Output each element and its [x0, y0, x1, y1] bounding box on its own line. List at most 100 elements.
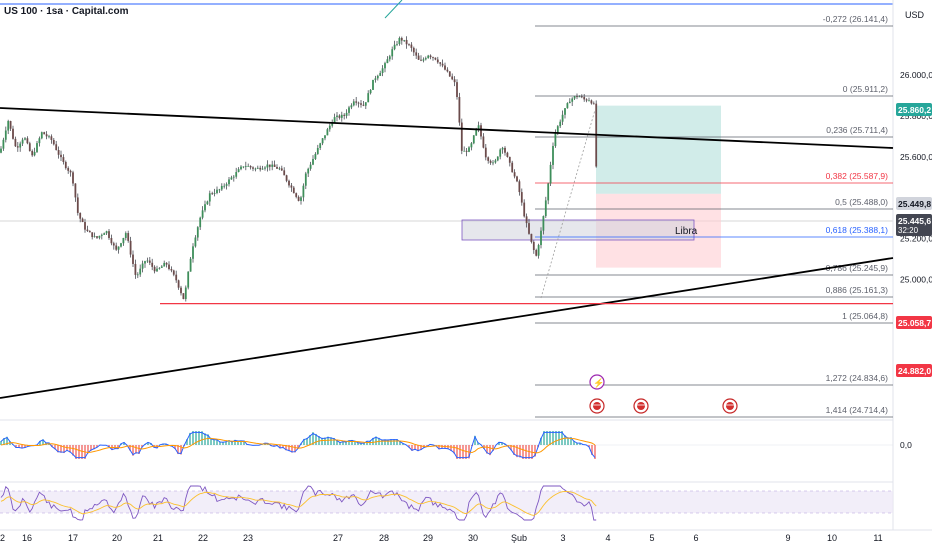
- candle-body: [338, 115, 341, 118]
- macd-histogram-bar: [348, 440, 350, 445]
- candle-body: [237, 169, 240, 173]
- candle-body: [321, 138, 324, 144]
- macd-histogram-bar: [363, 442, 365, 445]
- macd-histogram-bar: [294, 445, 296, 453]
- xaxis-tick-label: 20: [112, 533, 122, 543]
- candle-body: [480, 125, 482, 137]
- macd-histogram-bar: [72, 445, 74, 456]
- candle-body: [2, 139, 5, 149]
- candle-body: [532, 241, 535, 250]
- candle-body: [578, 96, 581, 98]
- ascending-trendline[interactable]: [0, 257, 894, 399]
- xaxis-tick-label: 9: [785, 533, 790, 543]
- candle-body: [93, 236, 96, 238]
- macd-histogram-bar: [219, 441, 221, 445]
- candle-body: [400, 38, 403, 41]
- candle-body: [475, 128, 478, 136]
- range-box[interactable]: [461, 219, 695, 241]
- macd-panel[interactable]: 0,0: [0, 419, 912, 459]
- candle-body: [501, 147, 504, 150]
- descending-trendline[interactable]: [0, 107, 894, 149]
- candle-body: [580, 96, 583, 98]
- macd-histogram-bar: [513, 445, 515, 455]
- candle-body: [300, 197, 302, 201]
- macd-histogram-bar: [342, 441, 344, 445]
- macd-histogram-bar: [282, 445, 284, 448]
- candle-body: [144, 261, 146, 264]
- trendlines[interactable]: [0, 0, 894, 399]
- macd-histogram-bar: [462, 445, 464, 459]
- yaxis-tick-label: 25.000,0: [900, 275, 932, 285]
- macd-histogram-bar: [210, 438, 212, 445]
- macd-histogram-bar: [546, 431, 548, 445]
- macd-histogram-bar: [390, 439, 392, 445]
- macd-histogram-bar: [375, 436, 377, 445]
- candle-body: [57, 149, 60, 155]
- candle-body: [110, 237, 113, 244]
- candle-body: [256, 167, 259, 169]
- candle-body: [331, 123, 334, 126]
- candle-body: [420, 59, 422, 61]
- candle-body: [220, 185, 223, 190]
- candle-body: [235, 172, 238, 177]
- candle-body: [508, 156, 511, 163]
- lightning-event-icon[interactable]: [589, 374, 605, 390]
- macd-histogram-bar: [381, 439, 383, 445]
- candle-body: [568, 101, 571, 104]
- candle-body: [259, 167, 262, 170]
- candle-body: [496, 156, 499, 161]
- candle-body: [187, 271, 190, 288]
- macd-histogram-bar: [543, 431, 545, 445]
- rsi-line: [0, 485, 597, 521]
- candle-body: [468, 147, 470, 152]
- candle-body: [184, 287, 187, 300]
- candle-body: [273, 164, 276, 167]
- macd-histogram-bar: [489, 445, 491, 456]
- event-markers[interactable]: ⚡: [589, 374, 738, 414]
- price-tag-label: 25.058,7: [898, 318, 931, 328]
- candle-body: [112, 243, 115, 246]
- candle-body: [55, 144, 58, 150]
- macd-histogram-bar: [408, 445, 410, 448]
- candle-body: [208, 193, 211, 202]
- price-tag: [896, 214, 932, 236]
- rsi-panel[interactable]: [0, 481, 893, 521]
- macd-histogram-bar: [312, 432, 314, 445]
- macd-histogram-bar: [129, 445, 131, 451]
- candle-body: [549, 164, 552, 184]
- fib-level-label: 0,382 (25.587,9): [826, 171, 889, 181]
- candle-body: [592, 103, 595, 105]
- candle-body: [489, 160, 492, 163]
- macd-histogram-bar: [21, 445, 23, 449]
- macd-histogram-bar: [147, 442, 149, 445]
- candle-body: [386, 59, 389, 64]
- macd-histogram-bar: [291, 445, 293, 453]
- candle-body: [271, 164, 274, 167]
- candle-body: [381, 68, 384, 73]
- xaxis-tick-label: 10: [827, 533, 837, 543]
- candle-body: [484, 147, 487, 158]
- macd-histogram-bar: [474, 435, 476, 445]
- macd-histogram-bar: [138, 445, 140, 454]
- candle-body: [206, 201, 209, 205]
- candle-body: [278, 168, 281, 170]
- candle-body: [45, 134, 48, 137]
- macd-histogram-bar: [339, 442, 341, 445]
- candle-body: [451, 76, 454, 80]
- macd-histogram-bar: [285, 445, 287, 451]
- candle-body: [328, 125, 331, 130]
- candle-body: [571, 98, 574, 102]
- candle-body: [585, 99, 588, 101]
- chart-title: US 100 · 1sa · Capital.com: [4, 6, 129, 17]
- candle-body: [540, 230, 542, 246]
- candle-body: [372, 79, 374, 90]
- macd-histogram-bar: [564, 435, 566, 445]
- macd-histogram-bar: [417, 445, 419, 452]
- macd-histogram-bar: [279, 445, 281, 449]
- xaxis-tick-label: 4: [605, 533, 610, 543]
- candle-body: [415, 52, 418, 56]
- macd-histogram-bar: [459, 445, 461, 459]
- macd-signal-line: [0, 437, 596, 454]
